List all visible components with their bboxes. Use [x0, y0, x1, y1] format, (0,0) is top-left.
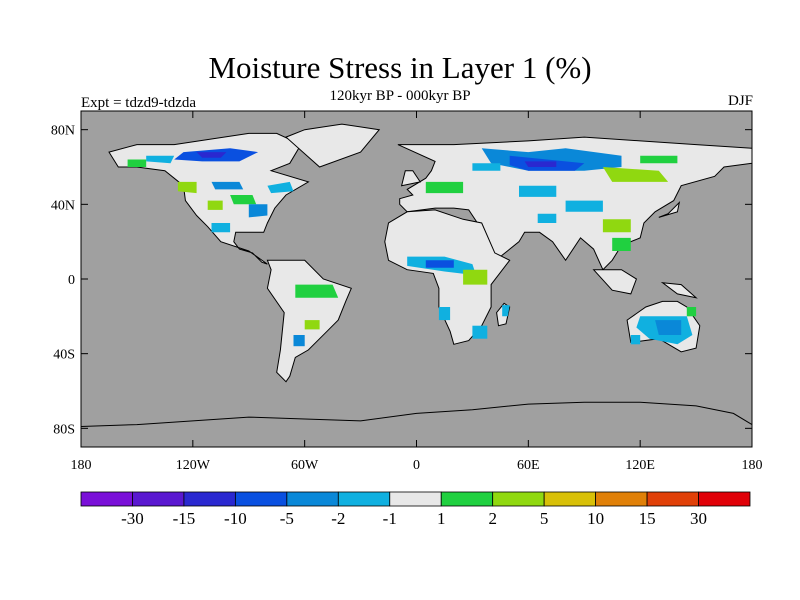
colorbar-swatch	[543, 491, 597, 507]
map-subtitle: 120kyr BP - 000kyr BP	[329, 88, 471, 104]
anomaly-region	[211, 223, 231, 233]
anomaly-region	[463, 269, 488, 285]
colorbar-swatch	[286, 491, 339, 507]
land-region	[592, 269, 638, 295]
colorbar-label: 30	[690, 509, 707, 528]
anomaly-region	[602, 219, 631, 233]
anomaly-region	[686, 307, 697, 317]
colorbar-swatch	[80, 491, 133, 507]
anomaly-region	[565, 200, 603, 212]
anomaly-region	[630, 335, 641, 345]
colorbar-swatch	[492, 491, 545, 507]
anomaly-region	[207, 200, 223, 210]
coastline	[81, 401, 752, 427]
colorbar-swatch	[440, 491, 494, 507]
anomaly-region	[537, 213, 557, 223]
colorbar-label: -1	[383, 509, 397, 528]
land-region	[658, 200, 681, 218]
anomaly-region	[177, 181, 197, 194]
land-region	[660, 282, 698, 299]
lon-label: 0	[413, 458, 420, 473]
anomaly-region	[196, 152, 227, 158]
anomaly-region	[640, 155, 678, 164]
lon-label: 120W	[176, 458, 211, 473]
colorbar-swatch	[337, 491, 391, 507]
anomaly-region	[304, 320, 320, 330]
experiment-label: Expt = tdzd9-tdzda	[81, 95, 197, 111]
map-title: Moisture Stress in Layer 1 (%)	[208, 50, 592, 85]
colorbar-swatch	[389, 491, 442, 507]
anomaly-region	[524, 161, 557, 167]
season-label: DJF	[727, 93, 753, 109]
anomaly-region	[293, 335, 305, 347]
coastlines	[81, 401, 752, 427]
colorbar-label: -15	[173, 509, 196, 528]
lon-label: 180	[742, 458, 763, 473]
colorbar-label: 2	[488, 509, 497, 528]
colorbar-swatch	[595, 491, 648, 507]
anomaly-region	[655, 320, 682, 335]
colorbar-label: -30	[121, 509, 144, 528]
land-region	[285, 123, 381, 168]
map-axes: 80N 40N 0 40S 80S 180 120W 60W 0 60E 120E 180	[51, 111, 763, 473]
colorbar-label: 1	[437, 509, 446, 528]
colorbar-swatch	[698, 491, 751, 507]
anomaly-region	[211, 181, 244, 190]
anomaly-region	[248, 204, 268, 218]
anomaly-region	[146, 155, 175, 164]
anomaly-region	[127, 159, 147, 167]
anomaly-region	[602, 167, 669, 182]
colorbar-label: -10	[224, 509, 247, 528]
lon-label: 60W	[291, 458, 319, 473]
colorbar-label: 10	[587, 509, 604, 528]
lat-label: 80N	[51, 124, 75, 139]
anomaly-region	[519, 185, 557, 197]
lon-label: 60E	[517, 458, 540, 473]
anomaly-region	[295, 284, 339, 298]
anomaly-region	[472, 163, 501, 171]
colorbar-label: 5	[540, 509, 549, 528]
anomaly-region	[425, 181, 464, 194]
land-region	[400, 170, 422, 187]
anomaly-region	[612, 237, 631, 251]
anomaly-region	[472, 325, 488, 339]
colorbar-label: -2	[331, 509, 345, 528]
colorbar-swatch	[646, 491, 699, 507]
lon-label: 180	[71, 458, 92, 473]
lat-label: 40N	[51, 198, 75, 213]
lat-label: 40S	[53, 348, 75, 363]
colorbar-swatch	[132, 491, 185, 507]
colorbar-label: -5	[280, 509, 294, 528]
colorbar-label: 15	[639, 509, 656, 528]
anomaly-region	[230, 195, 257, 205]
land-region	[108, 132, 310, 265]
field-regions	[108, 123, 752, 383]
anomaly-region	[267, 181, 294, 194]
lon-label: 120E	[625, 458, 655, 473]
anomaly-region	[438, 307, 451, 321]
lat-label: 0	[68, 273, 75, 288]
colorbar: -30 -15 -10 -5 -2 -1 1 2 5 10 15 30	[80, 491, 751, 528]
land-region	[384, 209, 511, 345]
anomaly-region	[425, 260, 454, 268]
colorbar-swatch	[183, 491, 236, 507]
anomaly-region	[502, 305, 510, 317]
colorbar-swatch	[234, 491, 288, 507]
lat-label: 80S	[53, 422, 75, 437]
